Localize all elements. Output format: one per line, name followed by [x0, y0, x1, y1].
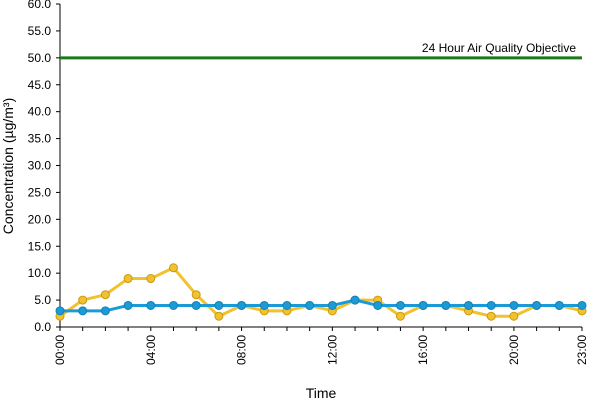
- y-axis-title: Concentration (µg/m³): [0, 98, 16, 234]
- data-point: [100, 290, 110, 300]
- x-axis: 00:00 04:00 08:00 12:00 16:00 20:00 23:00: [53, 326, 589, 365]
- data-point: [441, 300, 451, 310]
- data-point: [577, 300, 587, 310]
- data-point: [100, 306, 110, 316]
- y-tick-label: 50.0: [28, 51, 52, 65]
- y-tick-label: 35.0: [28, 132, 52, 146]
- series-0: [55, 263, 587, 321]
- y-tick-label: 0.0: [34, 320, 51, 334]
- data-point: [486, 311, 496, 321]
- reference-line-label: 24 Hour Air Quality Objective: [422, 41, 576, 55]
- data-point: [350, 295, 360, 305]
- y-axis: 0.0 5.0 10.0 15.0 20.0 25.0 30.0 35.0 40.0 45.0 50…: [28, 0, 61, 334]
- y-tick-label: 25.0: [28, 185, 52, 199]
- data-point: [146, 274, 156, 284]
- data-point: [191, 290, 201, 300]
- series-line: [59, 266, 583, 318]
- x-tick-label: 12:00: [325, 335, 339, 365]
- data-point: [418, 300, 428, 310]
- data-point: [305, 300, 315, 310]
- data-point: [146, 300, 156, 310]
- x-tick-label: 08:00: [235, 335, 249, 365]
- y-tick-label: 30.0: [28, 159, 52, 173]
- data-point: [168, 300, 178, 310]
- data-point: [486, 300, 496, 310]
- data-point: [55, 306, 65, 316]
- data-point: [78, 306, 88, 316]
- data-point: [282, 300, 292, 310]
- x-tick-label: 04:00: [144, 335, 158, 365]
- data-point: [168, 263, 178, 273]
- y-tick-label: 45.0: [28, 78, 52, 92]
- data-point: [554, 300, 564, 310]
- data-point: [464, 300, 474, 310]
- y-tick-label: 5.0: [34, 293, 51, 307]
- data-point: [395, 311, 405, 321]
- data-point: [259, 300, 269, 310]
- data-point: [327, 300, 337, 310]
- data-point: [191, 300, 201, 310]
- data-point: [214, 311, 224, 321]
- data-point: [123, 274, 133, 284]
- reference-line-group: 24 Hour Air Quality Objective: [60, 41, 582, 60]
- x-tick-label: 20:00: [507, 335, 521, 365]
- data-point: [373, 300, 383, 310]
- data-point: [509, 300, 519, 310]
- x-tick-label: 16:00: [416, 335, 430, 365]
- data-point: [532, 300, 542, 310]
- data-point: [237, 300, 247, 310]
- data-point: [214, 300, 224, 310]
- data-point: [123, 300, 133, 310]
- y-tick-label: 15.0: [28, 239, 52, 253]
- y-tick-label: 60.0: [28, 0, 52, 11]
- x-axis-title: Time: [306, 385, 337, 400]
- x-tick-label: 00:00: [53, 335, 67, 365]
- data-point: [78, 295, 88, 305]
- series-group: [55, 263, 587, 321]
- x-tick-label: 23:00: [575, 335, 589, 365]
- y-tick-label: 40.0: [28, 105, 52, 119]
- y-tick-label: 20.0: [28, 212, 52, 226]
- y-tick-label: 10.0: [28, 266, 52, 280]
- data-point: [509, 311, 519, 321]
- y-tick-label: 55.0: [28, 24, 52, 38]
- data-point: [395, 300, 405, 310]
- series-1: [55, 295, 587, 316]
